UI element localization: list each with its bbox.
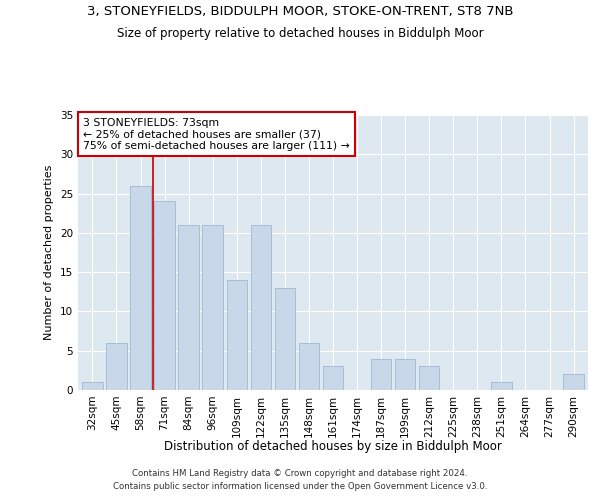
Text: Size of property relative to detached houses in Biddulph Moor: Size of property relative to detached ho… xyxy=(116,28,484,40)
Bar xyxy=(154,202,175,390)
Text: Contains HM Land Registry data © Crown copyright and database right 2024.: Contains HM Land Registry data © Crown c… xyxy=(132,468,468,477)
Bar xyxy=(395,358,415,390)
Y-axis label: Number of detached properties: Number of detached properties xyxy=(44,165,55,340)
Bar xyxy=(202,225,223,390)
Bar xyxy=(323,366,343,390)
Bar xyxy=(251,225,271,390)
Bar xyxy=(106,343,127,390)
Bar xyxy=(82,382,103,390)
Bar xyxy=(299,343,319,390)
Bar xyxy=(419,366,439,390)
Bar xyxy=(491,382,512,390)
Text: Contains public sector information licensed under the Open Government Licence v3: Contains public sector information licen… xyxy=(113,482,487,491)
Text: 3 STONEYFIELDS: 73sqm
← 25% of detached houses are smaller (37)
75% of semi-deta: 3 STONEYFIELDS: 73sqm ← 25% of detached … xyxy=(83,118,350,151)
Text: 3, STONEYFIELDS, BIDDULPH MOOR, STOKE-ON-TRENT, ST8 7NB: 3, STONEYFIELDS, BIDDULPH MOOR, STOKE-ON… xyxy=(87,5,513,18)
Bar xyxy=(371,358,391,390)
Bar xyxy=(275,288,295,390)
Bar xyxy=(563,374,584,390)
Bar xyxy=(178,225,199,390)
Bar xyxy=(227,280,247,390)
Bar xyxy=(130,186,151,390)
Text: Distribution of detached houses by size in Biddulph Moor: Distribution of detached houses by size … xyxy=(164,440,502,453)
